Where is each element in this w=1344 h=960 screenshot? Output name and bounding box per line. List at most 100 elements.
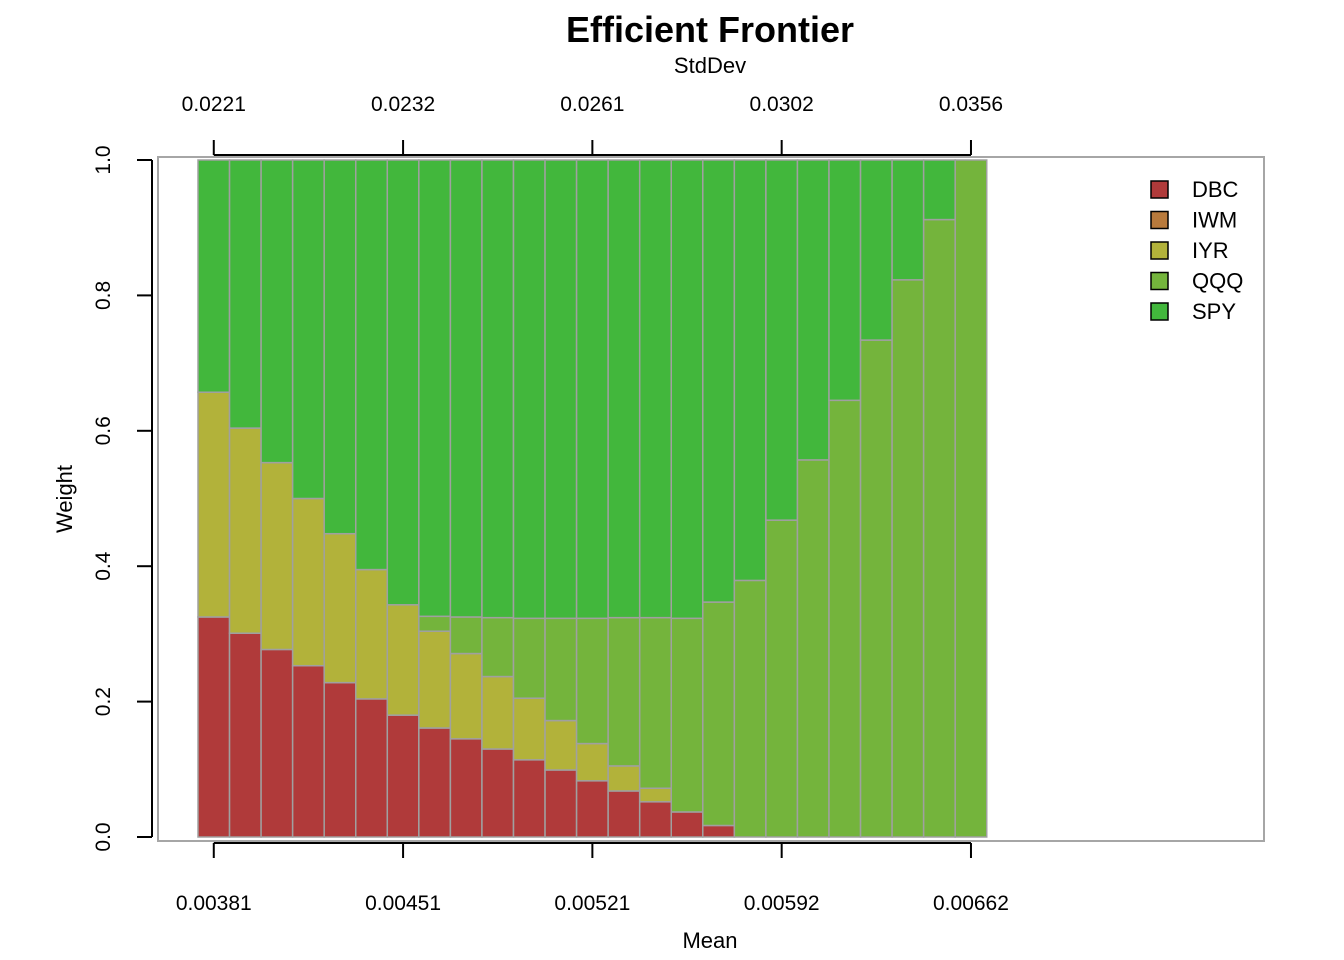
bar-segment-dbc — [449, 738, 483, 838]
bar-segment-dbc — [228, 632, 262, 838]
bar-segment-spy — [260, 159, 294, 464]
bar-segment-qqq — [859, 339, 893, 838]
bar-segment-iyr — [481, 675, 515, 750]
bar-segment-iyr — [323, 532, 357, 684]
top-tick-label: 0.0232 — [371, 93, 435, 116]
top-tick-label: 0.0261 — [560, 93, 624, 116]
bar-segment-qqq — [670, 617, 704, 813]
bar-segment-qqq — [449, 616, 483, 655]
bar-segment-qqq — [418, 615, 452, 632]
top-axis-label: StdDev — [674, 53, 746, 78]
legend-swatch-iwm — [1150, 210, 1169, 230]
bar-segment-spy — [828, 159, 862, 402]
bar-segment-iyr — [197, 391, 231, 618]
bar-segment-spy — [449, 159, 483, 618]
plot-frame — [157, 156, 1265, 842]
top-tick-label: 0.0356 — [939, 93, 1003, 116]
bar-segment-iyr — [575, 742, 609, 782]
bar-segment-spy — [670, 159, 704, 620]
legend-swatch-iyr — [1150, 241, 1169, 260]
legend-label-spy: SPY — [1192, 299, 1236, 324]
legend-swatch-spy — [1150, 302, 1169, 321]
bar-segment-dbc — [355, 698, 389, 838]
bar-segment-spy — [702, 159, 736, 603]
x-tick-label: 0.00381 — [176, 892, 252, 915]
x-tick-label: 0.00662 — [933, 892, 1009, 915]
bar-segment-iyr — [418, 630, 452, 729]
bar-segment-spy — [544, 159, 578, 620]
bar-segment-dbc — [418, 727, 452, 838]
bar-segment-dbc — [670, 811, 704, 838]
bar-segment-iyr — [544, 719, 578, 771]
y-tick-label: 1.0 — [92, 145, 115, 174]
bar-segment-spy — [197, 159, 231, 393]
axes-group: 0.0 0.2 0.4 0.6 0.8 1.0 0.00381 0.00451 0.00521 0… — [92, 93, 1009, 915]
bar-segment-dbc — [481, 748, 515, 838]
bar-segment-qqq — [765, 519, 799, 838]
y-tick-label: 0.2 — [92, 687, 115, 716]
bar-segment-iyr — [260, 461, 294, 651]
bar-segment-qqq — [544, 617, 578, 722]
bar-segment-qqq — [828, 399, 862, 838]
bar-segment-spy — [733, 159, 767, 582]
bar-segment-dbc — [512, 759, 546, 838]
bar-segment-spy — [481, 159, 515, 619]
legend-label-qqq: QQQ — [1192, 269, 1243, 294]
bar-segment-spy — [355, 159, 389, 571]
y-tick-label: 0.0 — [92, 822, 115, 851]
legend-label-dbc: DBC — [1192, 177, 1239, 202]
bar-segment-qqq — [702, 601, 736, 827]
bar-segment-dbc — [575, 780, 609, 838]
y-tick-label: 0.8 — [92, 281, 115, 310]
bar-segment-qqq — [796, 459, 830, 838]
bar-segment-iyr — [607, 765, 641, 792]
bar-segment-dbc — [260, 648, 294, 838]
bar-segment-dbc — [197, 616, 231, 838]
bar-segment-iyr — [449, 652, 483, 740]
legend: DBC IWM IYR QQQ SPY — [1150, 177, 1243, 324]
bar-segment-spy — [575, 159, 609, 620]
bar-segment-dbc — [638, 801, 673, 838]
bar-segment-dbc — [702, 824, 736, 838]
legend-label-iwm: IWM — [1192, 208, 1237, 233]
bar-segment-qqq — [607, 616, 641, 767]
bar-segment-dbc — [386, 714, 420, 838]
x-tick-label: 0.00451 — [365, 892, 441, 915]
bar-segment-qqq — [512, 617, 546, 699]
bar-segment-spy — [291, 159, 325, 500]
chart-title: Efficient Frontier — [566, 9, 854, 50]
legend-swatch-dbc — [1150, 180, 1169, 199]
bar-segment-spy — [228, 159, 262, 429]
bar-segment-spy — [891, 159, 925, 281]
bar-segment-qqq — [954, 159, 988, 838]
bar-segment-spy — [638, 159, 673, 619]
bar-segment-qqq — [575, 617, 609, 745]
bar-segment-spy — [765, 159, 799, 521]
bar-segment-iyr — [291, 497, 325, 667]
x-tick-label: 0.00592 — [744, 892, 820, 915]
y-tick-label: 0.4 — [92, 551, 115, 581]
bars-group — [197, 159, 988, 838]
bar-segment-qqq — [638, 616, 673, 790]
bar-segment-dbc — [291, 664, 325, 838]
bar-segment-iyr — [638, 787, 673, 803]
bar-segment-iyr — [512, 697, 546, 761]
bar-segment-iyr — [386, 604, 420, 716]
bar-segment-qqq — [922, 218, 956, 838]
bar-segment-qqq — [481, 616, 515, 678]
bar-segment-dbc — [607, 790, 641, 838]
legend-label-iyr: IYR — [1192, 238, 1229, 263]
bar-segment-spy — [607, 159, 641, 619]
bar-segment-spy — [418, 159, 452, 618]
bar-segment-spy — [323, 159, 357, 535]
bar-segment-dbc — [323, 681, 357, 838]
x-axis-label: Mean — [682, 928, 737, 953]
y-axis-label: Weight — [52, 465, 77, 533]
top-tick-label: 0.0221 — [182, 93, 246, 116]
bar-segment-iyr — [228, 427, 262, 634]
legend-swatch-qqq — [1150, 271, 1169, 291]
top-tick-label: 0.0302 — [750, 93, 814, 116]
bar-segment-spy — [512, 159, 546, 620]
bar-segment-qqq — [733, 579, 767, 838]
